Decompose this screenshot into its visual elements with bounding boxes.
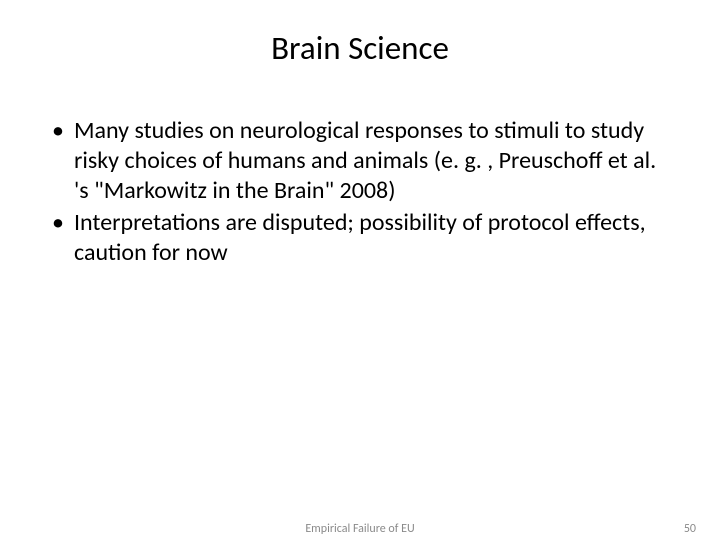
- footer-center-text: Empirical Failure of EU: [305, 522, 414, 536]
- bullet-list: Many studies on neurological responses t…: [48, 116, 672, 268]
- bullet-item: Interpretations are disputed; possibilit…: [48, 208, 672, 268]
- page-number: 50: [684, 522, 696, 536]
- slide-content: Many studies on neurological responses t…: [0, 68, 720, 268]
- slide-title: Brain Science: [0, 0, 720, 68]
- slide: Brain Science Many studies on neurologic…: [0, 0, 720, 540]
- bullet-item: Many studies on neurological responses t…: [48, 116, 672, 206]
